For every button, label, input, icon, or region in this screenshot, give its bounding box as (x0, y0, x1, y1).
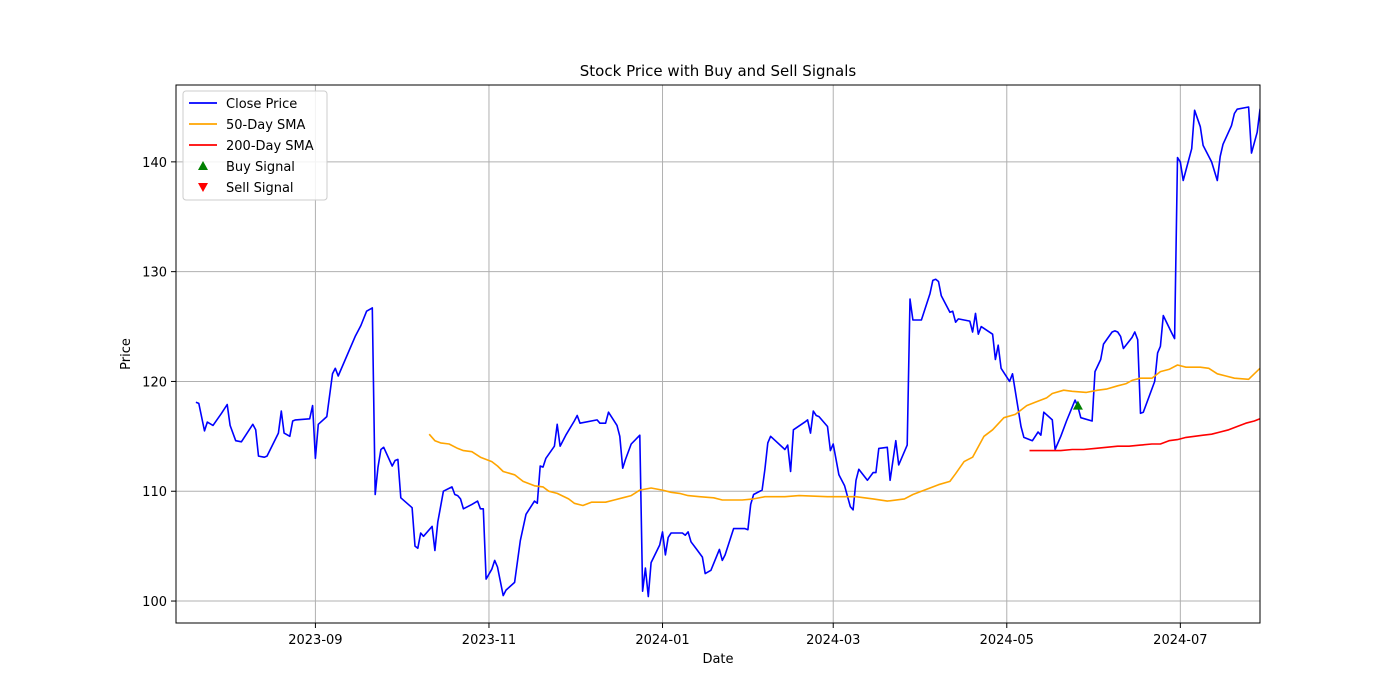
x-tick-label: 2024-01 (635, 633, 689, 648)
legend-swatch-sell-signal (198, 183, 208, 192)
y-axis: 100 110 120 130 140 (142, 156, 176, 610)
grid (176, 85, 1260, 623)
y-tick-label: 100 (142, 595, 167, 610)
200-day-sma-line (1029, 417, 1260, 452)
y-tick-label: 110 (142, 485, 167, 500)
plot-area (195, 106, 1260, 598)
x-tick-label: 2024-03 (806, 633, 860, 648)
y-tick-label: 130 (142, 266, 167, 281)
legend-swatch-buy-signal (198, 161, 208, 170)
buy-signal-marker (1072, 400, 1083, 410)
x-tick-label: 2024-07 (1153, 633, 1207, 648)
x-tick-label: 2024-05 (980, 633, 1034, 648)
close-price-line (195, 106, 1260, 598)
legend-label-buy-signal: Buy Signal (226, 160, 295, 175)
x-tick-label: 2023-11 (462, 633, 516, 648)
50-day-sma-line (428, 364, 1260, 507)
legend-label-50-day-sma: 50-Day SMA (226, 118, 306, 133)
legend-label-close-price: Close Price (226, 97, 297, 112)
plot-frame (175, 84, 1261, 624)
y-axis-label: Price (119, 338, 134, 370)
x-axis: 2023-09 2023-11 2024-01 2024-03 2024-05 2024-… (288, 623, 1208, 648)
legend-box (182, 90, 328, 201)
chart-title: Stock Price with Buy and Sell Signals (580, 62, 857, 80)
legend-label-200-day-sma: 200-Day SMA (226, 139, 314, 154)
y-tick-label: 140 (142, 156, 167, 171)
y-tick-label: 120 (142, 375, 167, 390)
x-tick-label: 2023-09 (288, 633, 342, 648)
legend-label-sell-signal: Sell Signal (226, 181, 294, 196)
x-axis-label: Date (702, 652, 733, 667)
legend: Close Price 50-Day SMA 200-Day SMA Buy Sign… (182, 90, 328, 201)
